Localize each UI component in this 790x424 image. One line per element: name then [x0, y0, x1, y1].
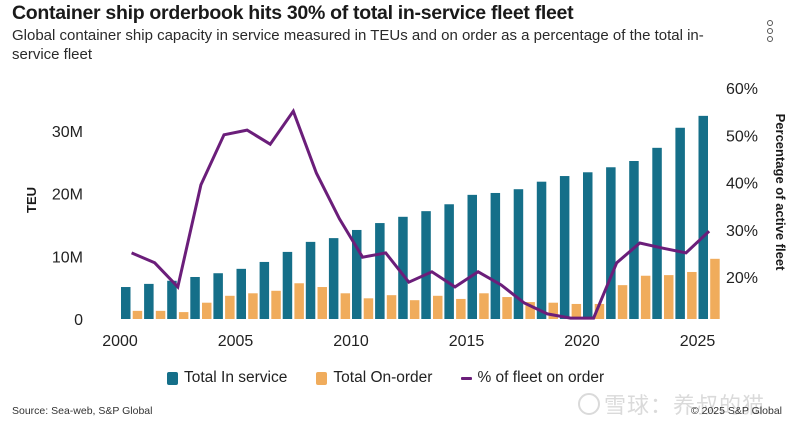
y-axis-right: 20% 30% 40% 50% 60%: [726, 81, 758, 287]
legend-label-in-service: Total In service: [184, 369, 288, 386]
bar-in-service-2006: [259, 261, 270, 319]
bar-on-order-2015: [479, 293, 489, 319]
bar-on-order-2019: [571, 303, 582, 319]
bar-in-service-2013: [421, 211, 431, 319]
bar-in-service-2005: [236, 268, 246, 319]
y2-tick-label: 40%: [726, 176, 758, 193]
y-tick-label: 20M: [52, 187, 83, 204]
bar-on-order-2018: [548, 302, 558, 319]
y-axis-title: TEU: [24, 187, 39, 213]
bar-on-order-2025: [710, 258, 720, 319]
pct-line-series: [131, 108, 711, 320]
bar-on-order-2020: [594, 303, 605, 319]
bar-in-service-2002: [167, 280, 177, 319]
bar-in-service-2011: [375, 223, 385, 319]
legend-item-pct-on-order[interactable]: % of fleet on order: [461, 369, 604, 387]
x-tick-label: 2000: [102, 333, 138, 350]
source-note: Source: Sea-web, S&P Global: [12, 405, 153, 417]
bar-in-service-2025: [698, 115, 708, 320]
kebab-dot: [767, 20, 773, 26]
legend-swatch-pct-line: [461, 376, 473, 380]
y2-tick-label: 50%: [726, 128, 758, 145]
y-tick-label: 0: [74, 312, 83, 329]
kebab-dot: [767, 28, 773, 35]
pct-line: [131, 108, 711, 320]
bar-in-service-2014: [444, 204, 454, 319]
bar-on-order-2011: [386, 295, 397, 319]
bar-in-service-2010: [352, 229, 362, 319]
y2-axis-title: Percentage of active fleet: [773, 114, 788, 271]
x-tick-label: 2025: [680, 333, 716, 350]
bar-in-service-2012: [398, 216, 408, 319]
bar-in-service-2008: [305, 241, 316, 319]
bar-in-service-2021: [606, 167, 616, 319]
bar-on-order-2023: [664, 275, 674, 319]
in-service-bars: [121, 115, 708, 320]
bar-in-service-2000: [121, 287, 131, 319]
bar-in-service-2007: [282, 251, 293, 319]
bar-on-order-2022: [640, 275, 651, 319]
bar-in-service-2023: [652, 147, 662, 319]
bar-on-order-2000: [132, 310, 143, 319]
y2-tick-label: 30%: [726, 223, 758, 240]
bar-on-order-2003: [202, 302, 212, 319]
x-axis: 2000 2005 2010 2015 2020 2025: [102, 333, 715, 350]
legend-swatch-in-service: [167, 371, 178, 385]
y2-tick-label: 60%: [726, 81, 758, 98]
bar-in-service-2017: [513, 189, 524, 319]
legend-item-in-service[interactable]: Total In service: [167, 369, 287, 387]
bar-on-order-2017: [525, 302, 535, 319]
y2-tick-label: 20%: [726, 270, 758, 287]
legend-swatch-on-order: [316, 371, 328, 385]
y-tick-label: 30M: [52, 124, 83, 141]
x-tick-label: 2015: [449, 333, 485, 350]
chart-legend: Total In service Total On-order % of fle…: [167, 369, 633, 387]
bar-in-service-2016: [490, 192, 501, 319]
copyright-note: © 2025 S&P Global: [690, 405, 782, 417]
bar-on-order-2021: [617, 285, 628, 319]
legend-item-on-order[interactable]: Total On-order: [316, 369, 432, 387]
x-tick-label: 2005: [218, 333, 254, 350]
bar-on-order-2008: [317, 287, 327, 319]
bar-in-service-2018: [536, 181, 547, 319]
x-tick-label: 2010: [333, 333, 369, 350]
on-order-bars: [132, 258, 720, 319]
bar-on-order-2007: [294, 283, 304, 319]
bar-on-order-2016: [502, 297, 512, 319]
y-tick-label: 10M: [52, 249, 83, 266]
bar-on-order-2002: [178, 312, 189, 319]
x-tick-label: 2020: [564, 333, 600, 350]
bar-in-service-2019: [559, 176, 570, 319]
bar-in-service-2001: [144, 283, 154, 319]
bar-on-order-2012: [409, 300, 420, 319]
bar-on-order-2001: [155, 310, 166, 319]
legend-label-pct-on-order: % of fleet on order: [477, 369, 605, 386]
bar-on-order-2006: [271, 290, 281, 319]
bar-on-order-2010: [363, 298, 374, 319]
bar-on-order-2014: [456, 298, 466, 319]
bar-in-service-2003: [190, 276, 200, 319]
bar-in-service-2022: [629, 160, 639, 319]
kebab-menu-icon[interactable]: [766, 20, 776, 44]
bar-on-order-2004: [225, 295, 235, 319]
bar-in-service-2009: [328, 238, 339, 319]
bar-on-order-2024: [687, 271, 697, 319]
chart-subtitle: Global container ship capacity in servic…: [12, 27, 704, 63]
bar-on-order-2005: [248, 293, 258, 319]
bar-in-service-2020: [583, 172, 593, 319]
bar-on-order-2013: [433, 295, 443, 319]
chart-title: Container ship orderbook hits 30% of tot…: [12, 2, 574, 24]
kebab-dot: [767, 36, 773, 43]
bar-in-service-2024: [675, 127, 685, 319]
legend-label-on-order: Total On-order: [333, 369, 433, 386]
bar-in-service-2015: [467, 194, 477, 319]
bar-in-service-2004: [213, 273, 223, 319]
y-axis-left: 0 10M 20M 30M: [52, 124, 83, 329]
bar-on-order-2009: [340, 293, 351, 319]
